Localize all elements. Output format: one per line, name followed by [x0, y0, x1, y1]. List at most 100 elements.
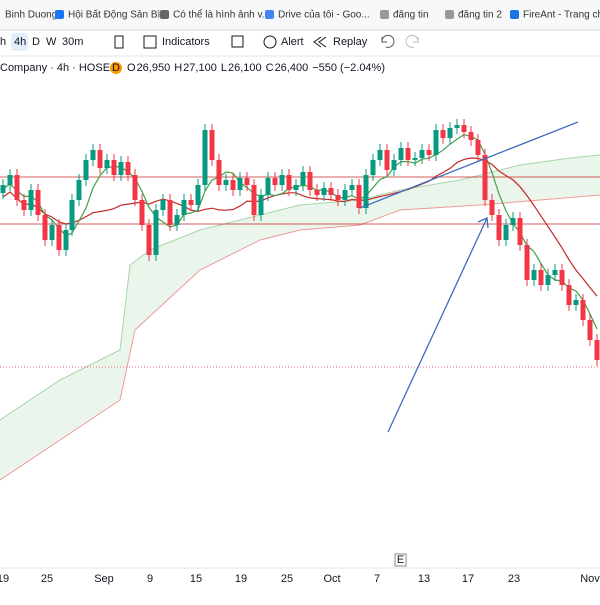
bookmark[interactable]: Có thể là hình ảnh v...	[173, 9, 270, 21]
candle	[76, 180, 82, 200]
candle	[209, 130, 215, 160]
candle	[111, 160, 117, 175]
bookmark-icon	[445, 10, 454, 19]
candle	[405, 148, 411, 160]
alert-icon[interactable]	[263, 35, 277, 49]
candle	[447, 128, 453, 138]
candle	[42, 215, 48, 240]
candle	[398, 148, 404, 160]
ohlc-value: 26,400	[275, 62, 309, 74]
interval[interactable]: D	[32, 36, 40, 48]
candle	[517, 218, 523, 245]
candle	[202, 130, 208, 185]
candle	[167, 200, 173, 225]
candle	[0, 185, 6, 193]
candle	[21, 200, 27, 210]
candle	[153, 210, 159, 255]
candle	[104, 160, 110, 168]
candle	[14, 175, 20, 200]
ohlc-label: O	[127, 62, 136, 74]
candle	[468, 132, 474, 140]
ma-long	[2, 157, 598, 297]
bookmark[interactable]: Drive của tôi - Goo...	[278, 9, 370, 21]
candle	[237, 178, 243, 190]
candle	[524, 245, 530, 280]
x-axis-label: 25	[281, 573, 293, 585]
bookmark[interactable]: Hội Bất Động Sản Bì...	[68, 9, 169, 21]
x-axis-label: 15	[190, 573, 202, 585]
candle	[258, 195, 264, 215]
candle	[503, 225, 509, 240]
interval[interactable]: h	[0, 36, 6, 48]
x-axis-label: 13	[418, 573, 430, 585]
replay[interactable]: Replay	[333, 36, 368, 48]
event-marker[interactable]: E	[397, 554, 404, 566]
event-box[interactable]	[394, 553, 407, 567]
bookmark[interactable]: đăng tin 2	[458, 10, 502, 21]
x-axis-label: 17	[462, 573, 474, 585]
trend-line	[359, 121, 579, 209]
candle	[566, 285, 572, 305]
x-axis-label: Nov	[580, 573, 600, 585]
candle	[356, 185, 362, 208]
ohlc-label: H	[174, 62, 182, 74]
candle	[195, 185, 201, 205]
bookmark[interactable]: FireAnt - Trang chủ	[523, 9, 600, 21]
indicators-icon[interactable]	[143, 35, 157, 49]
candle	[293, 185, 299, 190]
candle	[482, 155, 488, 200]
candle	[594, 340, 600, 360]
candle	[321, 188, 327, 195]
chart-type-icon[interactable]	[114, 35, 124, 49]
active-interval	[11, 33, 28, 51]
bookmark[interactable]: Binh Duong	[5, 10, 57, 21]
ui: Binh Duong Hội Bất Động Sản Bì... Có thể l…	[0, 9, 600, 585]
ohlc-value: 27,100	[183, 62, 217, 74]
candle	[216, 160, 222, 185]
indicators[interactable]: Indicators	[162, 36, 210, 48]
ohlc-value: 26,100	[228, 62, 262, 74]
ma-short	[2, 133, 598, 330]
layouts-icon[interactable]	[231, 35, 244, 48]
interval[interactable]: 30m	[62, 36, 83, 48]
redo[interactable]	[405, 34, 419, 48]
candle	[7, 175, 13, 185]
candle	[531, 270, 537, 280]
cloud-lower	[0, 194, 600, 481]
candle	[56, 225, 62, 250]
candle	[440, 130, 446, 138]
candle	[230, 180, 236, 190]
bookmark-icon	[380, 10, 389, 19]
alert[interactable]: Alert	[281, 36, 304, 48]
candle	[349, 185, 355, 190]
candle	[391, 160, 397, 170]
x-axis-label: 25	[41, 573, 53, 585]
change: −550 (−2.04%)	[312, 62, 385, 74]
candle	[279, 175, 285, 185]
undo[interactable]	[381, 34, 395, 48]
badge-text: D	[112, 62, 120, 74]
candle	[28, 190, 34, 210]
candle	[454, 125, 460, 128]
candle	[426, 150, 432, 155]
candle	[461, 125, 467, 132]
bookmark[interactable]: đăng tin	[393, 10, 429, 21]
x-axis-label: 19	[0, 573, 9, 585]
candle	[328, 188, 334, 195]
x-axis-label: 7	[374, 573, 380, 585]
replay-icon[interactable]	[313, 36, 327, 48]
candle	[307, 172, 313, 190]
candle	[272, 178, 278, 185]
candle	[377, 150, 383, 160]
interval[interactable]: 4h	[14, 36, 26, 48]
ohlc-label: C	[266, 62, 274, 74]
candle	[125, 162, 131, 175]
candle	[580, 300, 586, 320]
candle	[314, 190, 320, 195]
candle	[174, 215, 180, 225]
arrow-line	[387, 217, 488, 433]
interval[interactable]: W	[46, 36, 57, 48]
candle	[342, 190, 348, 200]
candle	[118, 162, 124, 175]
candle	[251, 185, 257, 215]
